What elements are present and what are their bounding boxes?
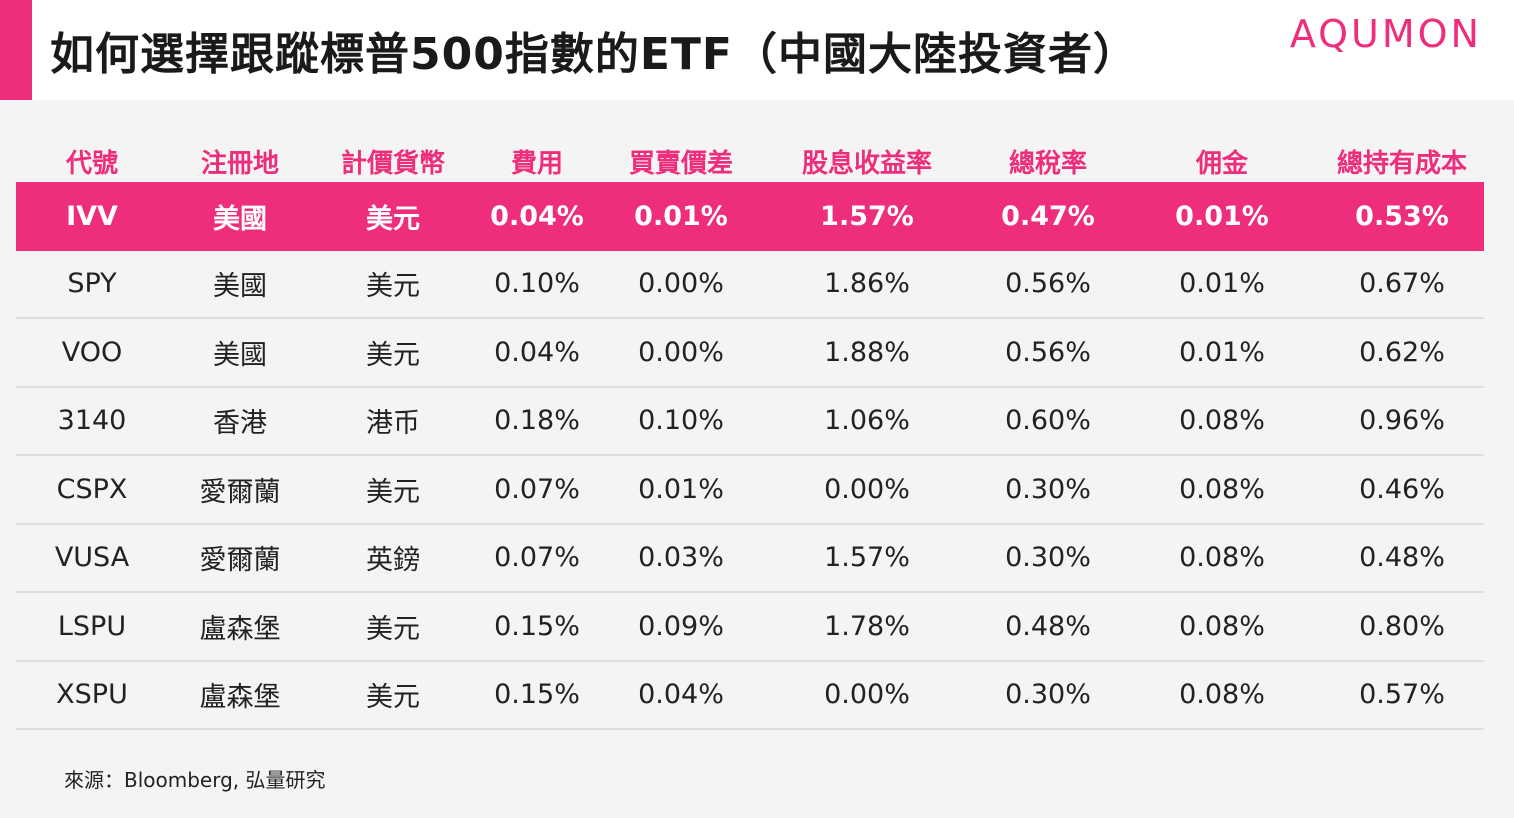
accent-block xyxy=(0,0,32,100)
table-cell: 1.57% xyxy=(820,200,914,232)
table-row: LSPU 盧森堡 美元 0.15% 0.09% 1.78% 0.48% 0.08% 0.80% xyxy=(16,593,1484,662)
table-cell: 0.01% xyxy=(634,200,728,232)
column-header: 代號 xyxy=(65,148,118,179)
table-cell: 1.06% xyxy=(824,405,910,437)
table-cell: 0.62% xyxy=(1359,336,1445,368)
table-cell: 0.48% xyxy=(1359,542,1445,574)
table-cell: 美元 xyxy=(366,476,420,508)
table-cell: SPY xyxy=(67,268,117,300)
table-cell: 1.86% xyxy=(824,268,910,300)
table-row: SPY 美國 美元 0.10% 0.00% 1.86% 0.56% 0.01% 0.67% xyxy=(16,251,1484,319)
table-cell: 0.56% xyxy=(1005,336,1091,368)
table-cell: VUSA xyxy=(54,542,130,574)
table-cell: 0.01% xyxy=(1175,200,1269,232)
table-cell: CSPX xyxy=(56,473,128,505)
table-cell: 0.57% xyxy=(1359,679,1445,711)
table-cell: 美國 xyxy=(213,271,267,303)
table-cell: 0.08% xyxy=(1179,679,1265,711)
table-cell: 美國 xyxy=(213,339,267,371)
table-row: XSPU 盧森堡 美元 0.15% 0.04% 0.00% 0.30% 0.08% 0.57% xyxy=(16,662,1484,730)
table-cell: 盧森堡 xyxy=(199,682,281,714)
table-cell: 0.00% xyxy=(638,268,724,300)
table-cell: 香港 xyxy=(213,408,267,440)
table-row-highlight: IVV 美國 美元 0.04% 0.01% 1.57% 0.47% 0.01% 0.53% xyxy=(16,182,1484,251)
table-row: 3140 香港 港币 0.18% 0.10% 1.06% 0.60% 0.08% 0.96% xyxy=(16,388,1484,456)
table-cell: 美元 xyxy=(366,682,420,714)
table-cell: 0.48% xyxy=(1005,610,1091,642)
table-cell: 0.15% xyxy=(494,679,580,711)
table-cell: 0.03% xyxy=(638,542,724,574)
column-header: 總持有成本 xyxy=(1336,148,1467,179)
table-cell: 0.47% xyxy=(1001,200,1095,232)
table-row: CSPX 愛爾蘭 美元 0.07% 0.01% 0.00% 0.30% 0.08% 0.46% xyxy=(16,456,1484,525)
table-cell: IVV xyxy=(66,200,118,232)
column-header: 注冊地 xyxy=(200,148,279,179)
table-cell: 0.46% xyxy=(1359,473,1445,505)
table-row: VOO 美國 美元 0.04% 0.00% 1.88% 0.56% 0.01% 0.62% xyxy=(16,319,1484,388)
table-cell: 0.01% xyxy=(1179,268,1265,300)
table-cell: 0.00% xyxy=(638,336,724,368)
table-cell: 0.08% xyxy=(1179,610,1265,642)
table-cell: 0.96% xyxy=(1359,405,1445,437)
table-row: VUSA 愛爾蘭 英鎊 0.07% 0.03% 1.57% 0.30% 0.08% 0.48% xyxy=(16,525,1484,593)
table-cell: 0.08% xyxy=(1179,405,1265,437)
table-cell: 美國 xyxy=(213,203,267,235)
table-cell: 0.56% xyxy=(1005,268,1091,300)
table-cell: XSPU xyxy=(56,679,128,711)
table-cell: 0.10% xyxy=(638,405,724,437)
table-cell: 愛爾蘭 xyxy=(199,476,281,508)
table-cell: 1.57% xyxy=(824,542,910,574)
table-cell: 0.01% xyxy=(638,473,724,505)
column-header: 費用 xyxy=(510,148,563,179)
table-cell: LSPU xyxy=(57,610,127,642)
table-cell: 0.18% xyxy=(494,405,580,437)
table-cell: 0.04% xyxy=(494,336,580,368)
table-cell: 港币 xyxy=(366,408,420,440)
table-cell: 美元 xyxy=(366,613,420,645)
column-header: 總稅率 xyxy=(1008,148,1087,179)
table-cell: 美元 xyxy=(366,339,420,371)
source-note: 來源：Bloomberg, 弘量研究 xyxy=(64,768,326,792)
table-cell: 0.60% xyxy=(1005,405,1091,437)
table-cell: 0.67% xyxy=(1359,268,1445,300)
table-cell: 0.30% xyxy=(1005,473,1091,505)
table-cell: 英鎊 xyxy=(366,545,420,577)
table-cell: 0.08% xyxy=(1179,542,1265,574)
table-cell: 0.00% xyxy=(824,473,910,505)
table-cell: 3140 xyxy=(57,405,127,437)
table-cell: 0.30% xyxy=(1005,542,1091,574)
title-bar: 如何選擇跟蹤標普500指數的ETF（中國大陸投資者） AQUMON xyxy=(0,0,1514,100)
table-cell: 0.07% xyxy=(494,542,580,574)
table-cell: 盧森堡 xyxy=(199,613,281,645)
table-header-row: 代號 注冊地 計價貨幣 費用 買賣價差 股息收益率 總稅率 佣金 總持有成本 xyxy=(16,140,1484,182)
column-header: 買賣價差 xyxy=(628,148,733,179)
table-cell: 0.53% xyxy=(1355,200,1449,232)
table-cell: 0.80% xyxy=(1359,610,1445,642)
brand-logo: AQUMON xyxy=(1289,12,1482,56)
table-cell: 0.07% xyxy=(494,473,580,505)
table-cell: 愛爾蘭 xyxy=(199,545,281,577)
table-cell: 美元 xyxy=(366,271,420,303)
table-cell: 0.08% xyxy=(1179,473,1265,505)
page-title: 如何選擇跟蹤標普500指數的ETF（中國大陸投資者） xyxy=(50,29,1138,80)
table-cell: 0.15% xyxy=(494,610,580,642)
table-cell: 0.04% xyxy=(490,200,584,232)
table-cell: 0.10% xyxy=(494,268,580,300)
table-cell: 0.30% xyxy=(1005,679,1091,711)
table-cell: 0.04% xyxy=(638,679,724,711)
column-header: 計價貨幣 xyxy=(340,148,445,179)
table-cell: VOO xyxy=(61,336,123,368)
column-header: 股息收益率 xyxy=(801,148,932,179)
table-cell: 0.09% xyxy=(638,610,724,642)
table-cell: 1.78% xyxy=(824,610,910,642)
table-cell: 0.01% xyxy=(1179,336,1265,368)
table-cell: 1.88% xyxy=(824,336,910,368)
column-header: 佣金 xyxy=(1195,148,1248,179)
table-cell: 美元 xyxy=(366,203,420,235)
table-cell: 0.00% xyxy=(824,679,910,711)
